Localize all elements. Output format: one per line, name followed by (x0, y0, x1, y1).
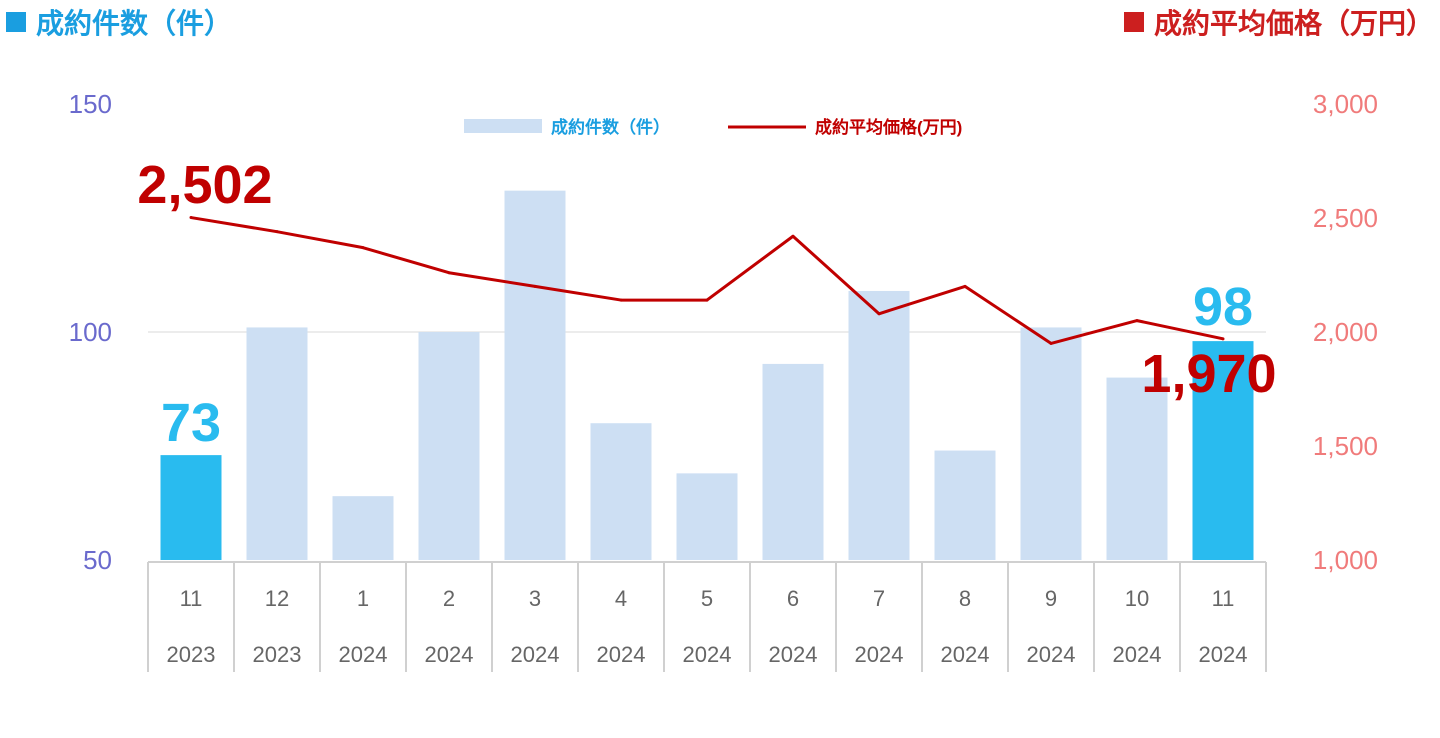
x-tick-year: 2024 (855, 642, 904, 667)
price-point (705, 298, 709, 302)
left-axis-tick: 100 (69, 317, 112, 347)
x-tick-year: 2024 (1113, 642, 1162, 667)
left-axis-tick: 50 (83, 545, 112, 575)
right-axis-header: 成約平均価格（万円） (1123, 2, 1434, 42)
bar (934, 450, 996, 560)
x-tick-month: 1 (357, 586, 369, 611)
x-tick-year: 2024 (941, 642, 990, 667)
left-axis-tick: 150 (69, 89, 112, 119)
x-tick-year: 2023 (167, 642, 216, 667)
bar (504, 190, 566, 560)
right-axis-tick: 1,000 (1313, 545, 1378, 575)
price-point (189, 216, 193, 220)
x-tick-month: 2 (443, 586, 455, 611)
price-point (791, 234, 795, 238)
x-tick-month: 11 (180, 586, 203, 611)
price-point (361, 246, 365, 250)
last-line-label: 1,970 (1141, 344, 1276, 404)
bar (1020, 327, 1082, 560)
bar (1106, 377, 1168, 560)
legend-bar-swatch (464, 119, 542, 133)
x-tick-month: 8 (959, 586, 971, 611)
right-axis-tick: 2,500 (1313, 203, 1378, 233)
x-tick-year: 2024 (1027, 642, 1076, 667)
bar (332, 496, 394, 560)
price-point (533, 284, 537, 288)
x-tick-month: 11 (1212, 586, 1235, 611)
bar (246, 327, 308, 560)
line-series-swatch-icon (1123, 12, 1144, 32)
bar (418, 332, 480, 560)
right-axis-tick: 3,000 (1313, 89, 1378, 119)
bar (160, 455, 222, 560)
price-point (877, 312, 881, 316)
bar (676, 473, 738, 560)
bar (590, 423, 652, 560)
bar (848, 290, 910, 560)
price-line (190, 216, 1224, 345)
x-tick-month: 10 (1125, 586, 1149, 611)
x-tick-month: 6 (787, 586, 799, 611)
bar (1192, 341, 1254, 560)
bar-series-swatch-icon (6, 12, 26, 32)
right-axis-tick: 2,000 (1313, 317, 1378, 347)
last-bar-label: 98 (1193, 277, 1253, 337)
first-bar-label: 73 (161, 393, 221, 453)
x-tick-month: 12 (265, 586, 289, 611)
price-point (275, 230, 279, 234)
price-point (1221, 337, 1225, 341)
x-tick-year: 2024 (597, 642, 646, 667)
bar (762, 363, 824, 560)
price-point (963, 284, 967, 288)
x-tick-year: 2024 (425, 642, 474, 667)
x-tick-year: 2024 (683, 642, 732, 667)
price-point (447, 271, 451, 275)
x-tick-month: 7 (873, 586, 885, 611)
x-tick-month: 5 (701, 586, 713, 611)
right-axis-header-label: 成約平均価格（万円） (1153, 8, 1434, 39)
x-tick-year: 2023 (253, 642, 302, 667)
left-axis-header-label: 成約件数（件） (36, 8, 233, 39)
x-tick-year: 2024 (769, 642, 818, 667)
x-tick-month: 3 (529, 586, 541, 611)
price-point (1135, 319, 1139, 323)
x-tick-month: 9 (1045, 586, 1057, 611)
x-tick-year: 2024 (511, 642, 560, 667)
first-line-label: 2,502 (137, 155, 272, 215)
left-axis-header: 成約件数（件） (6, 2, 232, 42)
right-axis-tick: 1,500 (1313, 431, 1378, 461)
x-tick-month: 4 (615, 586, 627, 611)
x-tick-year: 2024 (1199, 642, 1248, 667)
legend-bar-label: 成約件数（件） (551, 117, 670, 137)
legend-line-label: 成約平均価格(万円) (815, 117, 962, 137)
price-point (619, 298, 623, 302)
price-point (1049, 341, 1053, 345)
x-tick-year: 2024 (339, 642, 388, 667)
